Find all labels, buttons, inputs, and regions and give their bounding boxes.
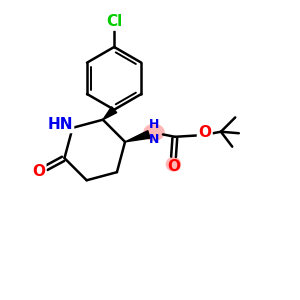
- Text: H
N: H N: [149, 118, 159, 146]
- Text: Cl: Cl: [106, 14, 122, 29]
- Text: HN: HN: [47, 117, 73, 132]
- Polygon shape: [125, 131, 150, 142]
- Ellipse shape: [143, 124, 165, 141]
- Text: O: O: [167, 159, 180, 174]
- Text: O: O: [32, 164, 45, 179]
- Polygon shape: [103, 107, 117, 120]
- Ellipse shape: [166, 157, 181, 172]
- Text: O: O: [198, 125, 211, 140]
